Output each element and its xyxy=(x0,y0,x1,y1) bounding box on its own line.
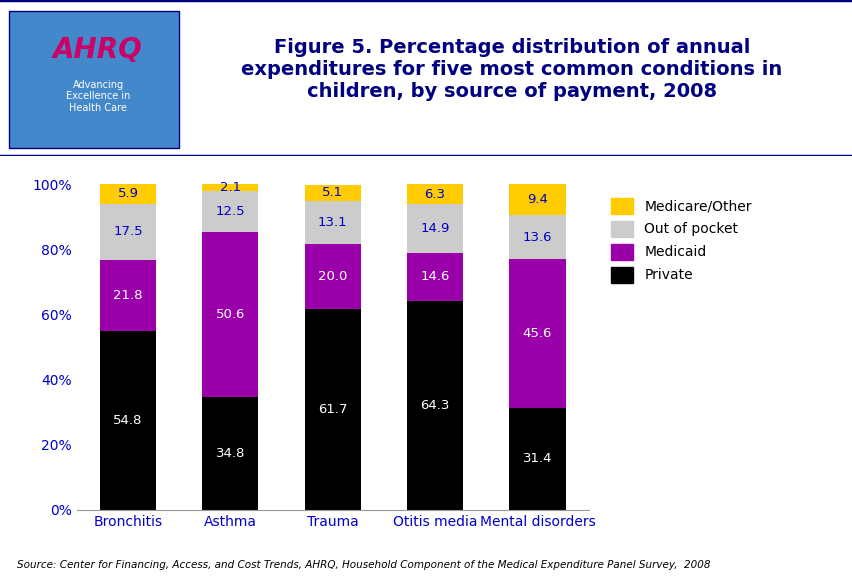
Bar xyxy=(202,184,258,191)
Text: 17.5: 17.5 xyxy=(113,225,142,238)
Text: 34.8: 34.8 xyxy=(216,446,245,460)
Bar xyxy=(406,184,463,204)
Text: Advancing
Excellence in
Health Care: Advancing Excellence in Health Care xyxy=(66,80,130,113)
Bar xyxy=(304,309,360,510)
Text: 5.1: 5.1 xyxy=(322,187,343,199)
Text: 2.1: 2.1 xyxy=(220,181,240,194)
Text: Source: Center for Financing, Access, and Cost Trends, AHRQ, Household Component: Source: Center for Financing, Access, an… xyxy=(17,560,710,570)
Text: 14.6: 14.6 xyxy=(420,270,449,283)
FancyBboxPatch shape xyxy=(9,11,179,147)
Bar xyxy=(304,201,360,244)
Bar xyxy=(509,259,565,408)
Text: 64.3: 64.3 xyxy=(420,399,449,412)
Text: 5.9: 5.9 xyxy=(118,187,138,200)
Bar xyxy=(100,260,156,331)
Text: 45.6: 45.6 xyxy=(522,327,551,340)
Text: 6.3: 6.3 xyxy=(424,188,445,201)
Bar xyxy=(202,396,258,510)
Text: 21.8: 21.8 xyxy=(113,290,142,302)
Text: 9.4: 9.4 xyxy=(527,193,547,206)
Bar xyxy=(202,232,258,396)
Text: 13.6: 13.6 xyxy=(522,230,551,244)
Bar xyxy=(304,185,360,201)
Text: 61.7: 61.7 xyxy=(318,403,347,416)
Bar xyxy=(509,215,565,259)
Bar xyxy=(509,408,565,510)
Text: 50.6: 50.6 xyxy=(216,308,245,321)
Bar xyxy=(100,184,156,203)
Text: 54.8: 54.8 xyxy=(113,414,142,427)
Legend: Medicare/Other, Out of pocket, Medicaid, Private: Medicare/Other, Out of pocket, Medicaid,… xyxy=(610,198,751,283)
Bar xyxy=(406,301,463,510)
Bar xyxy=(100,203,156,260)
Text: 20.0: 20.0 xyxy=(318,270,347,283)
Bar xyxy=(304,244,360,309)
Text: Figure 5. Percentage distribution of annual
expenditures for five most common co: Figure 5. Percentage distribution of ann… xyxy=(241,39,781,101)
Text: 31.4: 31.4 xyxy=(522,452,551,465)
Text: 13.1: 13.1 xyxy=(318,216,347,229)
Bar xyxy=(406,253,463,301)
Text: 14.9: 14.9 xyxy=(420,222,449,235)
Text: 12.5: 12.5 xyxy=(216,205,245,218)
Bar xyxy=(406,204,463,253)
Bar xyxy=(100,331,156,510)
Bar xyxy=(509,184,565,215)
Text: AHRQ: AHRQ xyxy=(53,36,143,64)
Bar xyxy=(202,191,258,232)
